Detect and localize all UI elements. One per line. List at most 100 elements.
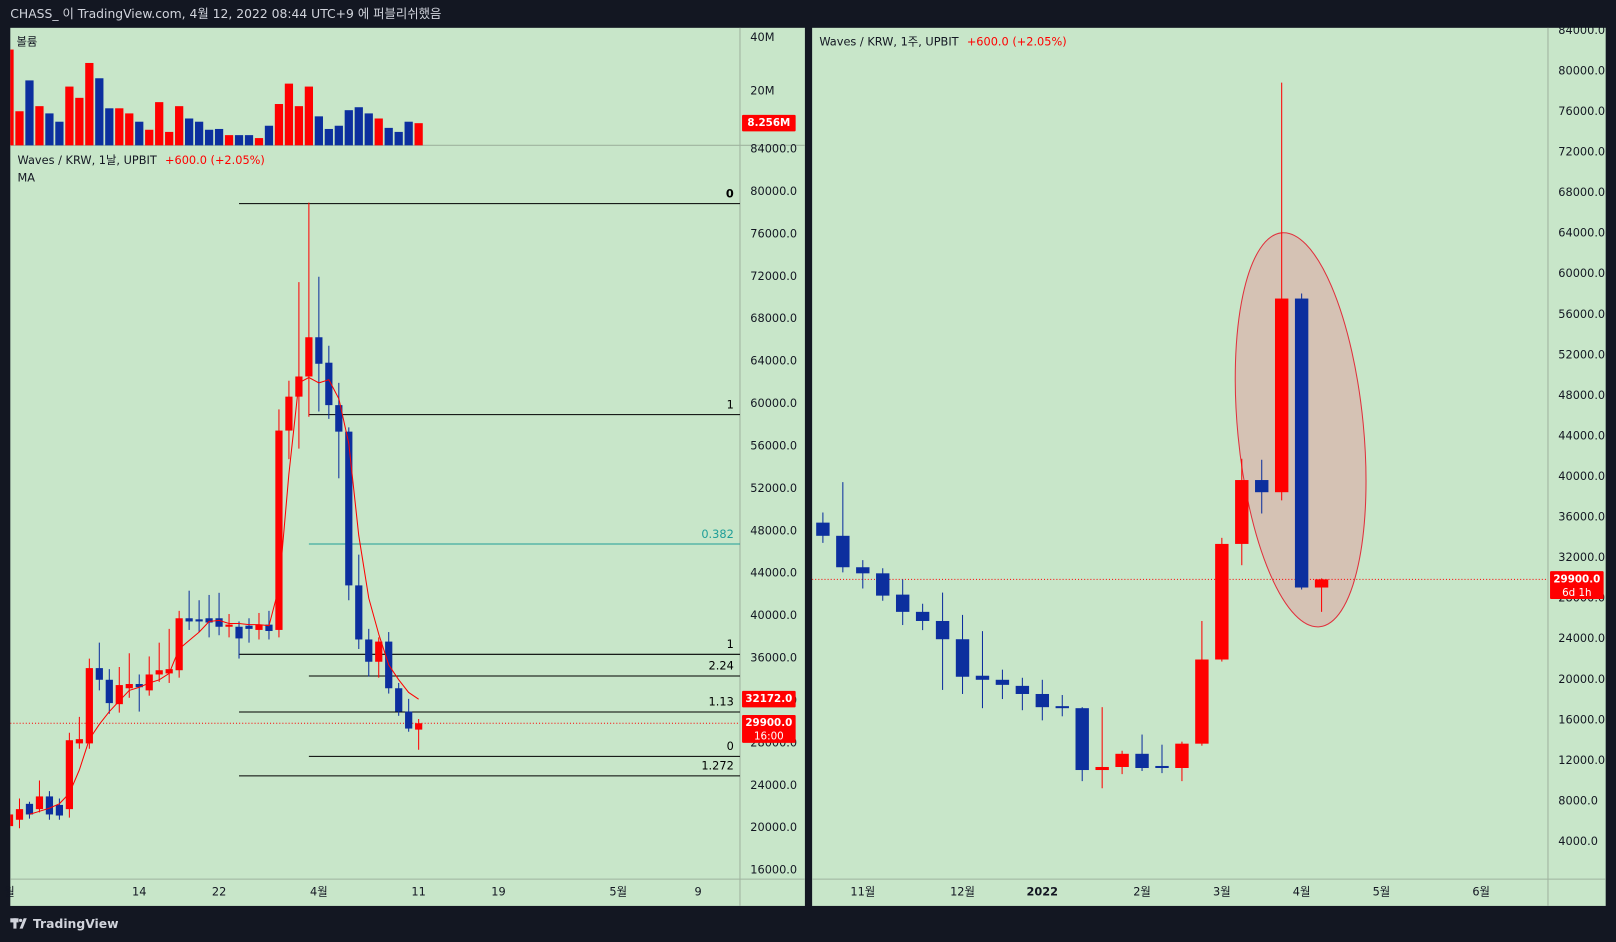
volume-bar [364,113,373,146]
candle-body [1314,579,1329,588]
x-tick-label: 2022 [1027,885,1059,899]
x-tick-label: 19 [491,885,505,899]
candle-body [315,337,323,364]
fib-label: 1.272 [701,759,733,773]
candle-body [185,618,193,622]
volume-bar [414,123,423,146]
volume-bar [35,106,44,146]
candle-body [265,624,273,631]
volume-bar [284,83,294,146]
y-tick-label: 48000.0 [750,523,797,537]
fib-label: 0 [726,186,734,200]
candle-body [1195,659,1209,744]
price-label: 29900.0 [1553,573,1600,585]
candle-body [1135,753,1149,769]
volume-bar [135,121,144,146]
candle-body [65,740,73,810]
candle-body [155,670,163,675]
volume-bar [334,125,343,146]
fib-label: 1 [727,637,734,651]
volume-bar [204,129,214,146]
price-change: +600.0 (+2.05%) [967,34,1067,48]
y-tick-label: 60000.0 [1558,266,1605,280]
volume-bar [254,138,264,146]
indicator-label: MA [18,170,36,184]
plot-group [10,202,740,829]
candle-body [915,611,930,621]
candle-body [1035,693,1050,708]
y-tick-label: 52000.0 [750,481,797,495]
candle-body [1175,743,1189,769]
candle-body [10,814,14,827]
x-tick-label: 14 [132,885,146,899]
candle-body [836,535,850,568]
candle-body [375,641,383,662]
volume-bar [274,104,284,146]
candle-body [15,809,24,820]
candle-body [115,685,123,705]
candle-body [1115,753,1129,767]
candle-body [255,624,263,630]
y-tick-label: 4000.0 [1558,834,1598,848]
candle-body [85,668,93,744]
y-tick-label: 16000.0 [1558,712,1605,726]
volume-bar [234,135,244,146]
y-tick-label: 8000.0 [1558,793,1598,807]
candle-body [365,639,373,662]
y-tick-label: 72000.0 [750,269,797,283]
y-tick-label: 56000.0 [750,438,797,452]
tv-logo [10,918,27,929]
candle-body [856,567,870,574]
price-change: +600.0 (+2.05%) [165,153,265,167]
volume-bar [95,78,104,146]
volume-bar [25,80,34,146]
candle-body [816,522,830,536]
volume-bar [175,106,184,146]
ma-line [29,376,419,815]
candle-body [35,796,44,810]
y-tick-label: 24000.0 [750,778,797,792]
y-tick-label: 76000.0 [750,226,797,240]
y-tick-label: 64000.0 [1558,226,1605,240]
y-tick-label: 40000.0 [1558,469,1605,483]
candle-body [25,803,34,815]
volume-bar [224,135,234,146]
y-tick-label: 44000.0 [1558,428,1605,442]
x-tick-label: 22 [212,885,226,899]
y-tick-label: 68000.0 [1558,185,1605,199]
publish-header: CHASS_ 이 TradingView.com, 4월 12, 2022 08… [10,6,441,21]
left-panel [10,27,805,906]
candle-body [75,739,83,744]
y-tick-label: 60000.0 [750,396,797,410]
candle-body [145,674,153,691]
volume-bar [264,125,274,146]
fib-label: 1.13 [709,695,734,709]
candle-body [335,405,343,432]
y-tick-label: 80000.0 [1558,63,1605,77]
y-tick-label: 56000.0 [1558,307,1605,321]
fib-label: 2.24 [709,659,734,673]
volume-bar [304,86,314,146]
y-tick-label: 20000.0 [1558,672,1605,686]
x-tick-label: 4월 [1293,885,1311,899]
chart-title: Waves / KRW, 1주, UPBIT [819,34,958,48]
candle-body [955,639,970,677]
y-tick-label: 12000.0 [1558,753,1605,767]
countdown-label: 16:00 [754,731,784,743]
volume-bar [10,49,14,146]
x-tick-label: 11 [411,885,425,899]
volume-bar [294,106,304,146]
y-tick-label: 84000.0 [1558,23,1605,37]
candle-body [975,675,990,680]
candle-body [175,618,183,671]
volume-bar [75,97,84,146]
candle-body [195,619,203,622]
chart-title: Waves / KRW, 1날, UPBIT [18,153,157,167]
fib-label: 1 [727,397,734,411]
y-tick-label: 40000.0 [750,608,797,622]
volume-bar [125,113,134,146]
price-label: 8.256M [747,117,790,129]
candle-body [45,796,54,815]
y-tick-label: 52000.0 [1558,347,1605,361]
y-tick-label: 80000.0 [750,184,797,198]
